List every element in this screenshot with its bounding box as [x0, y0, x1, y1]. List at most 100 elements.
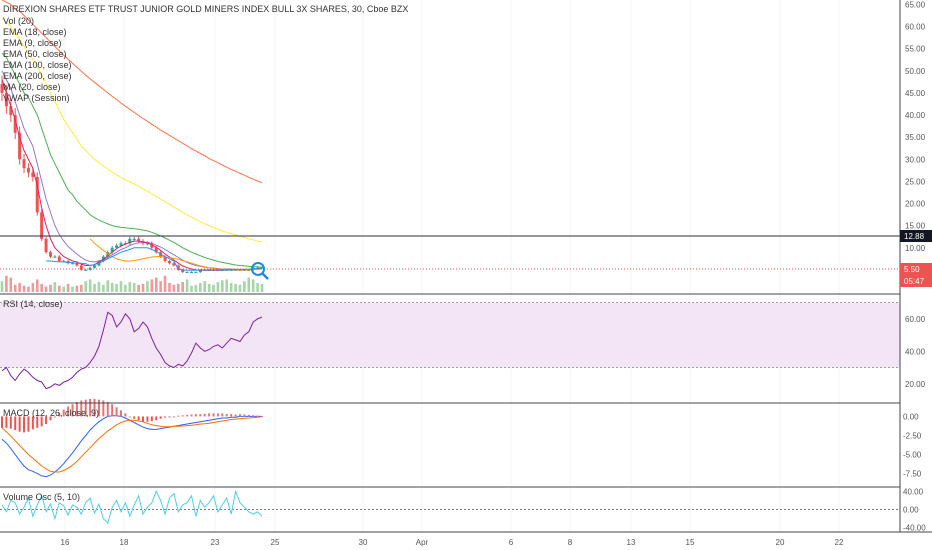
- macd-hist-bar: [80, 400, 83, 417]
- vwap-line: [46, 247, 262, 271]
- candle-body: [176, 265, 180, 270]
- price-tick-label: 60.00: [905, 23, 926, 32]
- volume-bar: [194, 284, 198, 292]
- legend-item[interactable]: EMA (50, close): [3, 49, 67, 59]
- volume-bar: [57, 285, 61, 292]
- macd-hist-bar: [9, 416, 12, 429]
- volume-bar: [115, 283, 118, 292]
- macd-hist-bar: [45, 416, 48, 425]
- volume-bar: [190, 285, 193, 292]
- candle-body: [48, 252, 52, 257]
- macd-tick-label: -7.50: [903, 470, 922, 479]
- volume-bar: [9, 277, 13, 292]
- candle-body: [9, 106, 13, 116]
- legend-item[interactable]: EMA (9, close): [3, 38, 62, 48]
- rsi-tick-label: 60.00: [905, 315, 926, 324]
- volosc-tick-label: -40.00: [903, 524, 926, 533]
- time-tick-label: 15: [686, 538, 695, 547]
- legend-item[interactable]: EMA (100, close): [3, 60, 72, 70]
- time-tick-label: 6: [509, 538, 514, 547]
- macd-hist-bar: [115, 407, 118, 417]
- macd-hist-bar: [256, 415, 259, 417]
- macd-hist-bar: [177, 415, 180, 417]
- volume-bar: [154, 277, 158, 292]
- time-tick-label: 22: [835, 538, 844, 547]
- candle-body: [79, 265, 83, 270]
- candle-body: [163, 256, 167, 262]
- rsi-tick-label: 20.00: [905, 380, 926, 389]
- volosc-axis-ticks: 40.00 0.00 -40.00: [903, 487, 926, 532]
- macd-hist-bar: [31, 416, 34, 430]
- macd-hist-bar: [128, 416, 131, 418]
- price-tick-label: 30.00: [905, 155, 926, 164]
- time-tick-label: 25: [271, 538, 280, 547]
- legend-item[interactable]: EMA (200, close): [3, 71, 72, 81]
- series-lines: [1, 0, 263, 525]
- price-tick-label: 55.00: [905, 45, 926, 54]
- volume-bar: [234, 283, 237, 292]
- grid: [64, 0, 840, 532]
- macd-hist-bar: [36, 416, 39, 428]
- line-price-tag-bg: [900, 230, 932, 242]
- volume-bar: [0, 281, 4, 292]
- volume-bar: [225, 279, 229, 292]
- macd-label: MACD (12, 26, close, 9): [3, 408, 99, 418]
- volume-bar: [181, 282, 184, 292]
- volume-bar: [40, 283, 43, 292]
- time-tick-label: 30: [359, 538, 368, 547]
- chart-title: DIREXION SHARES ETF TRUST JUNIOR GOLD MI…: [3, 4, 408, 14]
- volume-bar: [88, 279, 92, 292]
- candle-body: [84, 269, 88, 271]
- volume-bar: [216, 282, 220, 292]
- volume-bar: [168, 283, 171, 292]
- ema100-line: [1, 17, 263, 243]
- candle-body: [13, 115, 17, 133]
- volume-bar: [247, 277, 251, 292]
- volume-bar: [93, 283, 96, 292]
- macd-hist-bar: [40, 416, 43, 427]
- volume-bar: [176, 283, 180, 292]
- volume-bar: [146, 281, 149, 292]
- macd-hist-bar: [111, 404, 114, 417]
- candle-body: [189, 272, 193, 274]
- macd-hist-bar: [93, 398, 96, 417]
- price-tick-label: 50.00: [905, 67, 926, 76]
- time-tick-label: 13: [627, 538, 636, 547]
- volume-bar: [221, 280, 224, 292]
- macd-hist-bar: [124, 413, 127, 417]
- time-tick-label: 20: [776, 538, 785, 547]
- macd-tick-label: -2.50: [903, 431, 922, 440]
- volume-bar: [256, 283, 259, 292]
- macd-tick-label: 0.00: [903, 412, 919, 421]
- time-tick-label: 16: [61, 538, 70, 547]
- macd-hist-bar: [190, 414, 193, 417]
- legend-item[interactable]: EMA (18, close): [3, 27, 67, 37]
- volume-bar: [243, 281, 246, 292]
- legend-item[interactable]: MA (20, close): [3, 82, 61, 92]
- last-price-tag: 5.50: [904, 265, 920, 274]
- countdown-tag: 05:47: [904, 277, 925, 286]
- volume-bar: [53, 282, 57, 292]
- candle-body: [35, 176, 39, 213]
- volume-bar: [203, 281, 207, 292]
- line-price-tag: 12.88: [904, 232, 925, 241]
- price-tick-label: 25.00: [905, 177, 926, 186]
- time-tick-label: 8: [568, 538, 573, 547]
- volume-bar: [119, 281, 123, 292]
- ema200-line: [1, 0, 263, 184]
- volume-bar: [80, 284, 83, 292]
- legend-item[interactable]: Vol (20): [3, 16, 34, 26]
- macd-hist-bar: [106, 401, 109, 417]
- magnifier-icon[interactable]: [251, 262, 269, 280]
- volume-bar: [163, 275, 167, 292]
- macd-hist-bar: [221, 413, 224, 417]
- price-tick-label: 65.00: [905, 0, 926, 9]
- legend-item[interactable]: VWAP (Session): [3, 93, 70, 103]
- rsi-band: [0, 302, 900, 368]
- ema50-line: [1, 52, 263, 268]
- last-price-tag-bg: [900, 263, 932, 287]
- macd-hist-bar: [5, 416, 8, 428]
- macd-hist-bar: [1, 416, 3, 428]
- macd-hist-bar: [208, 413, 211, 417]
